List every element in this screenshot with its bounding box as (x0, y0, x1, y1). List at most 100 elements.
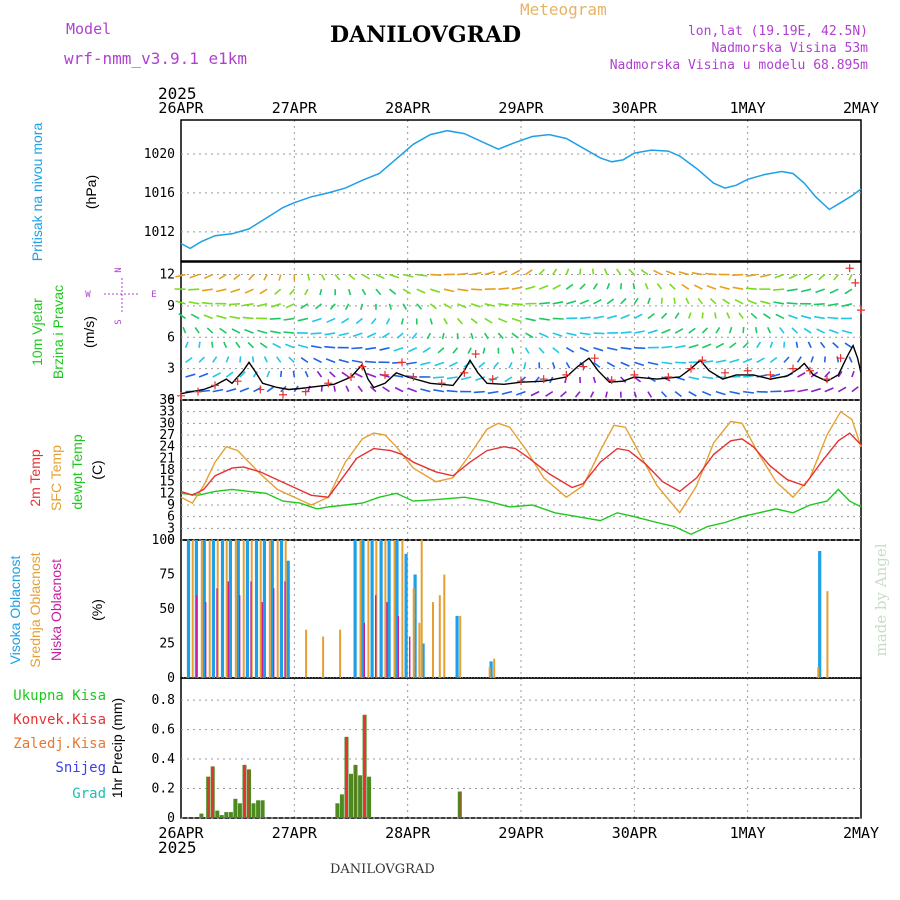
wind-arrow (674, 328, 684, 334)
precip-total-bar (237, 803, 242, 818)
wind-arrow (338, 332, 349, 337)
wind-gust-marker (539, 375, 548, 384)
wind-arrow (591, 268, 595, 275)
wind-arrow (815, 288, 825, 294)
wind-arrow (223, 341, 228, 349)
wind-arrow (660, 297, 663, 304)
wind-arrow (329, 371, 336, 378)
wind-arrow (656, 283, 663, 290)
y-tick-label: 0 (167, 671, 175, 686)
wind-arrow (728, 326, 733, 334)
wind-arrow (338, 358, 349, 364)
wind-arrow (837, 386, 847, 393)
wind-arrow (715, 326, 721, 334)
wind-arrow (647, 312, 655, 320)
wind-arrow (434, 361, 445, 367)
x-tick-label-bottom: 27APR (272, 824, 318, 842)
wind-arrow (272, 342, 282, 349)
wind-arrow (416, 303, 423, 310)
wind-arrow (565, 268, 570, 275)
wind-gust-marker (766, 370, 775, 379)
x-tick-label-bottom: 29APR (498, 824, 544, 842)
wind-arrow (827, 316, 839, 320)
wind-arrow (206, 327, 214, 334)
wind-arrow (201, 301, 213, 305)
cloud-bar (195, 595, 198, 678)
wind-arrow (216, 314, 227, 320)
wind-arrow (313, 357, 322, 364)
wind-arrow (551, 362, 556, 369)
wind-arrow (702, 343, 712, 349)
wind-gust-marker (743, 366, 752, 375)
wind-arrow (606, 361, 616, 368)
wind-arrow (185, 373, 196, 378)
wind-arrow (620, 376, 627, 383)
wind-arrow (803, 273, 812, 280)
wind-arrow (810, 371, 819, 378)
cloud-bar (228, 540, 232, 678)
cloud-bar (284, 581, 286, 678)
wind-arrow (653, 269, 662, 276)
wind-arrow (743, 374, 754, 378)
wind-arrow (715, 342, 725, 349)
wind-arrow (552, 317, 564, 320)
precip-total-bar (260, 800, 265, 818)
wind-arrow (559, 391, 567, 398)
wind-arrow (212, 388, 224, 393)
wind-arrow (316, 370, 323, 378)
wind-arrow (524, 347, 530, 354)
wind-arrow (832, 342, 839, 349)
wind-arrow (620, 346, 632, 350)
wind-speed-line (180, 343, 862, 395)
wind-arrow (198, 372, 209, 378)
wind-arrow (732, 286, 744, 290)
precip-conv-bar (207, 776, 209, 818)
wind-arrow (283, 317, 295, 321)
wind-arrow (818, 273, 826, 281)
wind-arrow (660, 312, 668, 320)
wind-arrow (467, 347, 472, 354)
wind-arrow (511, 317, 522, 323)
wind-arrow (310, 345, 322, 349)
wind-arrow (416, 273, 428, 277)
y-tick-label: 27 (159, 428, 175, 443)
y-tick-label: 3 (167, 362, 175, 377)
cloud-bar (211, 540, 215, 678)
wind-arrow (289, 288, 295, 296)
wind-gust-marker (471, 350, 480, 358)
wind-arrow (824, 371, 831, 378)
wind-arrow (498, 270, 508, 276)
wind-arrow (478, 361, 486, 369)
wind-arrow (844, 342, 853, 349)
wind-arrow (473, 390, 485, 394)
wind-arrow (697, 297, 703, 305)
wind-arrow (772, 288, 784, 291)
wind-arrow (251, 356, 255, 363)
wind-arrow (283, 331, 295, 334)
wind-arrow (634, 330, 645, 334)
temp-axis-label-dewpt: dewpt Temp (69, 434, 85, 509)
wind-arrow (198, 341, 201, 348)
precip-legend-item: Snijeg (55, 760, 106, 776)
wind-arrow (270, 330, 281, 334)
wind-arrow (634, 361, 645, 367)
y-tick-label: 25 (159, 637, 175, 652)
wind-arrow (606, 283, 611, 290)
y-tick-label: 3 (167, 521, 175, 536)
wind-arrow (271, 303, 281, 308)
cloud-bar (322, 636, 325, 678)
wind-arrow (443, 288, 455, 293)
wind-arrow (441, 332, 445, 340)
temp2m-line (180, 432, 862, 498)
temp-unit-label: (C) (89, 460, 105, 479)
wind-arrow (266, 386, 275, 393)
wind-arrow (640, 269, 649, 276)
cloud-bar (205, 602, 207, 678)
wind-arrow (274, 288, 282, 295)
wind-arrow (769, 356, 778, 364)
wind-arrow (211, 341, 214, 348)
wind-arrow (432, 376, 444, 379)
precip-total-bar (256, 800, 261, 818)
wind-arrow (538, 347, 545, 354)
wind-arrow (552, 332, 563, 337)
